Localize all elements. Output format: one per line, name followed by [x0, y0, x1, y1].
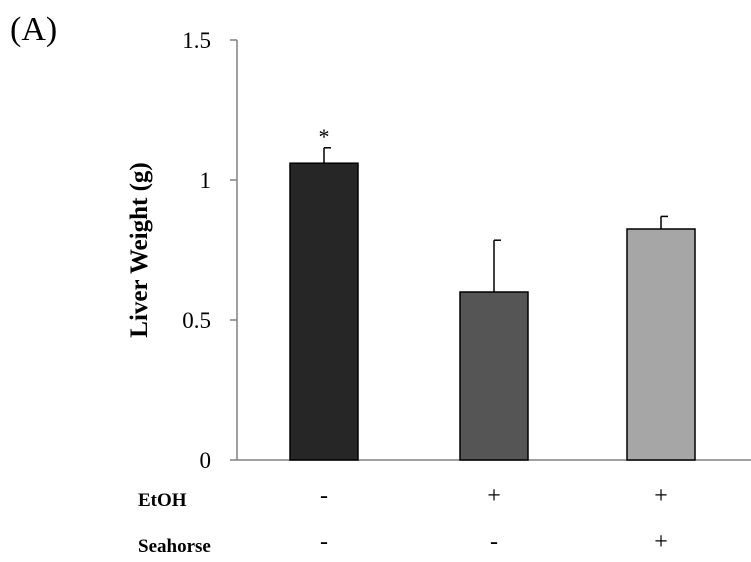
panel-label: (A) [10, 11, 57, 48]
treatment-sign: + [654, 529, 668, 555]
y-tick-label: 1 [200, 168, 212, 193]
bars [289, 162, 696, 461]
treatment-table: EtOH - + + Seahorse - - + [138, 483, 668, 557]
bar [289, 162, 359, 461]
significance-marker: * [319, 124, 330, 149]
treatment-sign: + [654, 483, 668, 509]
annotations: * [319, 124, 330, 149]
y-axis-label: Liver Weight (g) [126, 162, 153, 337]
y-tick-label: 0.5 [182, 308, 211, 333]
treatment-sign: - [490, 529, 498, 555]
bar [459, 291, 529, 461]
y-tick-label: 1.5 [182, 28, 211, 53]
treatment-sign: + [487, 483, 501, 509]
bar [626, 228, 696, 461]
treatment-sign: - [320, 529, 328, 555]
y-axis-label-group: Liver Weight (g) [126, 162, 153, 337]
y-tick-label: 0 [200, 448, 212, 473]
error-bars [323, 147, 668, 292]
treatment-sign: - [320, 483, 328, 509]
treatment-row-label: EtOH [138, 490, 187, 511]
treatment-row-label: Seahorse [138, 536, 211, 557]
